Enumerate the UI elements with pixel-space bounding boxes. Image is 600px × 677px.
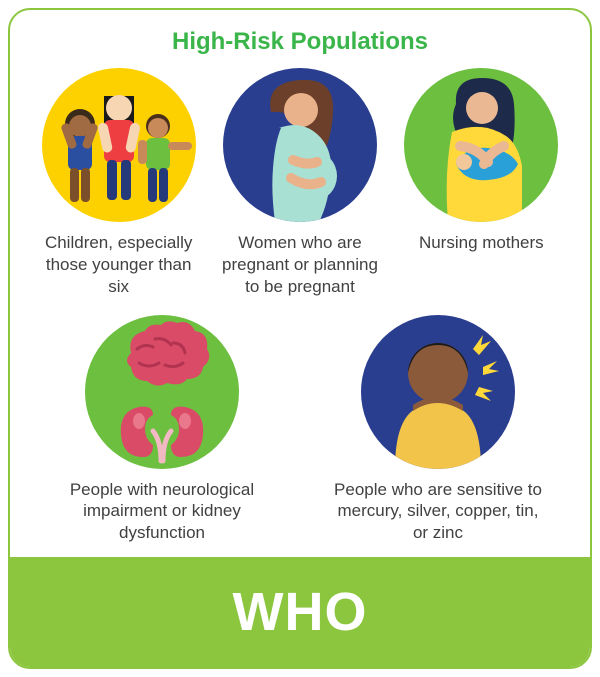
item-nursing: Nursing mothers bbox=[393, 68, 570, 301]
populations-grid: Children, especially those younger than … bbox=[10, 62, 590, 557]
card-title: High-Risk Populations bbox=[10, 28, 590, 56]
item-pregnant: Women who are pregnant or planning to be… bbox=[211, 68, 388, 301]
item-metal-sensitive: People who are sensitive to mercury, sil… bbox=[328, 315, 548, 548]
children-icon bbox=[42, 68, 196, 222]
pregnant-icon bbox=[223, 68, 377, 222]
item-caption: Nursing mothers bbox=[415, 232, 548, 254]
neuro-kidney-icon bbox=[85, 315, 239, 469]
footer-label: WHO bbox=[233, 581, 368, 643]
item-caption: Women who are pregnant or planning to be… bbox=[211, 232, 388, 297]
item-caption: People with neurological impairment or k… bbox=[52, 479, 272, 544]
item-neuro-kidney: People with neurological impairment or k… bbox=[52, 315, 272, 548]
footer-banner: WHO bbox=[10, 557, 590, 667]
row-2: People with neurological impairment or k… bbox=[30, 315, 570, 548]
nursing-icon bbox=[404, 68, 558, 222]
item-caption: People who are sensitive to mercury, sil… bbox=[328, 479, 548, 544]
item-caption: Children, especially those younger than … bbox=[30, 232, 207, 297]
metal-sensitive-icon bbox=[361, 315, 515, 469]
info-card: High-Risk Populations bbox=[8, 8, 592, 669]
item-children: Children, especially those younger than … bbox=[30, 68, 207, 301]
